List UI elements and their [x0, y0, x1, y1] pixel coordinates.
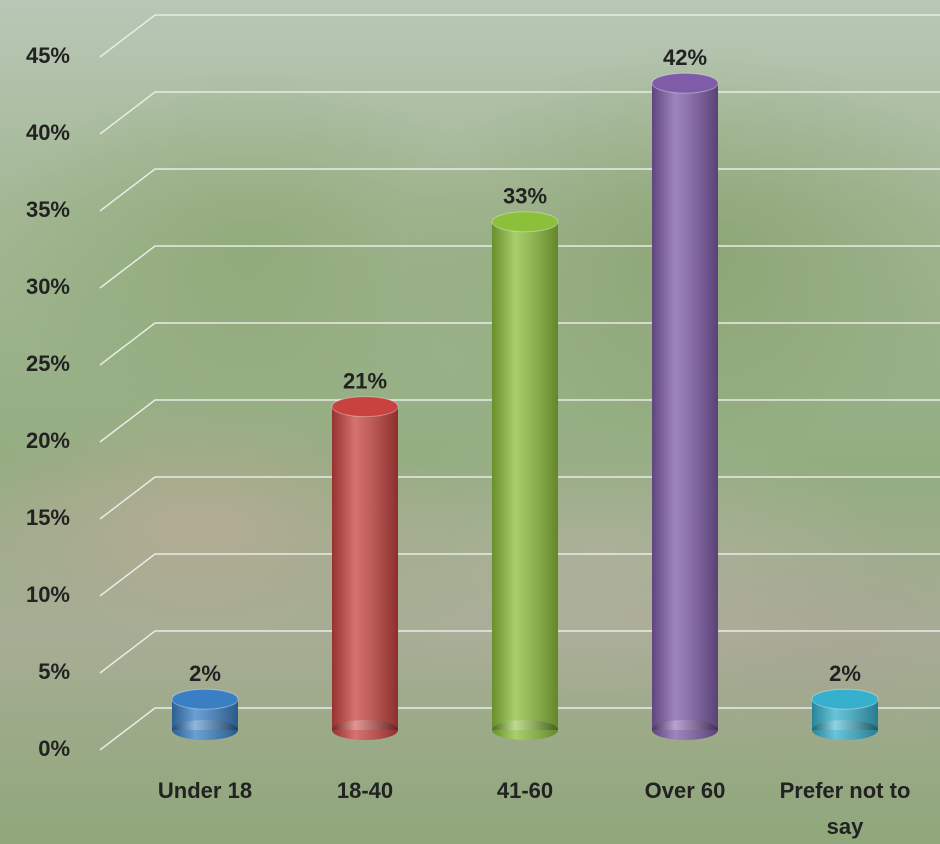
value-label: 21% — [343, 368, 387, 393]
bar-base-shade — [172, 720, 238, 740]
bar-shade — [332, 406, 398, 730]
y-tick-label: 5% — [38, 659, 70, 684]
value-label: 42% — [663, 45, 707, 70]
bar-base-shade — [812, 720, 878, 740]
grid-line — [99, 91, 940, 135]
x-tick-label: Under 18 — [158, 778, 252, 803]
x-tick-label: Prefer not to say — [780, 778, 911, 839]
y-tick-label: 10% — [26, 582, 70, 607]
y-tick-label: 30% — [26, 274, 70, 299]
bar-cap — [811, 688, 879, 710]
value-label: 2% — [829, 661, 861, 686]
y-tick-label: 0% — [38, 736, 70, 761]
x-tick-label: Over 60 — [645, 778, 726, 803]
bar-cap — [651, 72, 719, 94]
bar-base-shade — [332, 720, 398, 740]
bar-cap — [171, 688, 239, 710]
bar-base-shade — [652, 720, 718, 740]
bar-shade — [492, 221, 558, 731]
bar-cap — [331, 396, 399, 418]
x-tick-label: 18-40 — [337, 778, 393, 803]
y-tick-label: 40% — [26, 120, 70, 145]
bar-shade — [652, 83, 718, 730]
value-label: 33% — [503, 184, 547, 209]
bar-cap — [491, 211, 559, 233]
grid-line — [99, 14, 940, 58]
value-label: 2% — [189, 661, 221, 686]
bar-base-shade — [492, 720, 558, 740]
y-tick-label: 45% — [26, 43, 70, 68]
y-tick-label: 35% — [26, 197, 70, 222]
y-tick-label: 25% — [26, 351, 70, 376]
x-tick-label: 41-60 — [497, 778, 553, 803]
y-tick-label: 15% — [26, 505, 70, 530]
y-tick-label: 20% — [26, 428, 70, 453]
